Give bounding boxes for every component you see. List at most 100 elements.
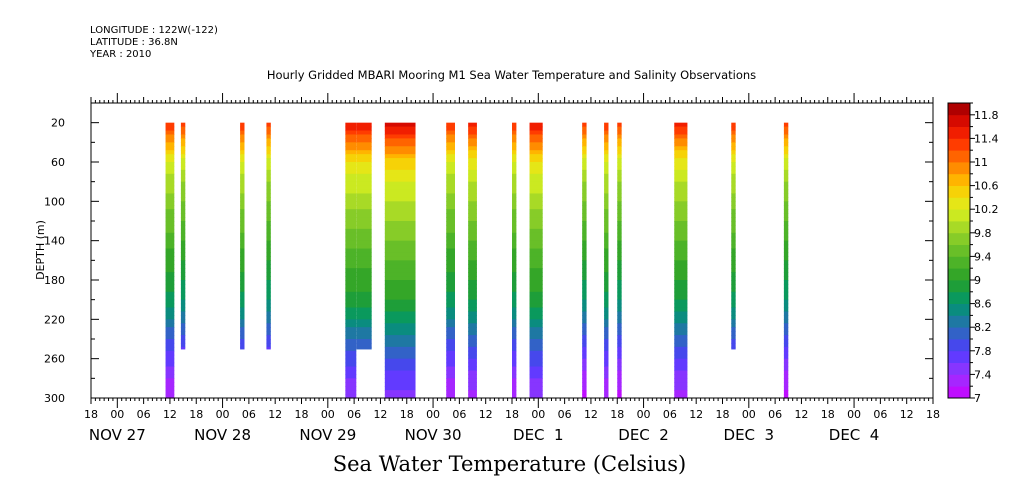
data-cell bbox=[384, 209, 416, 214]
data-cell bbox=[266, 252, 271, 257]
data-cell bbox=[165, 244, 175, 250]
data-cell bbox=[582, 366, 587, 372]
data-cell bbox=[384, 162, 416, 167]
data-cell bbox=[582, 232, 587, 238]
data-cell bbox=[512, 264, 517, 269]
data-cell bbox=[617, 311, 622, 316]
data-cell bbox=[783, 146, 789, 151]
data-cell bbox=[783, 162, 789, 167]
data-cell bbox=[512, 138, 517, 143]
data-cell bbox=[582, 358, 587, 364]
data-cell bbox=[617, 130, 622, 136]
data-cell bbox=[512, 327, 517, 332]
data-cell bbox=[731, 248, 736, 254]
data-cell bbox=[165, 350, 175, 356]
data-cell bbox=[582, 236, 587, 242]
data-cell bbox=[446, 252, 455, 257]
colorbar-bin bbox=[948, 374, 970, 387]
colorbar-bin bbox=[948, 256, 970, 269]
data-cell bbox=[582, 189, 587, 195]
data-cell bbox=[783, 201, 789, 206]
data-cell bbox=[529, 260, 543, 265]
data-cell bbox=[731, 280, 736, 285]
data-cell bbox=[731, 197, 736, 202]
colorbar-label: 9.4 bbox=[974, 250, 992, 263]
data-cell bbox=[266, 201, 271, 206]
data-cell bbox=[604, 213, 609, 218]
data-cell bbox=[165, 287, 175, 293]
data-cell bbox=[240, 236, 245, 242]
data-cell bbox=[731, 146, 736, 151]
data-cell bbox=[468, 323, 477, 328]
data-cell bbox=[731, 342, 736, 348]
data-cell bbox=[604, 256, 609, 261]
data-cell bbox=[384, 154, 416, 159]
data-cell bbox=[674, 264, 688, 269]
data-cell bbox=[356, 315, 372, 320]
data-cell bbox=[617, 354, 622, 360]
data-cell bbox=[345, 319, 357, 324]
x-hour-label: 06 bbox=[558, 408, 572, 421]
x-hour-label: 12 bbox=[163, 408, 177, 421]
data-cell bbox=[468, 236, 477, 242]
data-cell bbox=[446, 350, 455, 356]
data-cell bbox=[240, 213, 245, 218]
data-cell bbox=[674, 276, 688, 281]
data-cell bbox=[617, 158, 622, 163]
data-cell bbox=[165, 264, 175, 269]
data-cell bbox=[582, 335, 587, 340]
data-cell bbox=[731, 122, 736, 128]
data-cell bbox=[582, 209, 587, 214]
data-cell bbox=[468, 386, 477, 391]
data-cell bbox=[384, 299, 416, 305]
data-cell bbox=[582, 346, 587, 352]
data-cell bbox=[446, 327, 455, 332]
data-cell bbox=[617, 162, 622, 167]
data-segment bbox=[783, 122, 789, 399]
data-cell bbox=[356, 280, 372, 285]
data-cell bbox=[512, 122, 517, 128]
data-cell bbox=[529, 354, 543, 360]
data-cell bbox=[165, 280, 175, 285]
data-cell bbox=[345, 315, 357, 320]
data-cell bbox=[512, 374, 517, 379]
data-cell bbox=[165, 319, 175, 324]
data-cell bbox=[617, 307, 622, 313]
data-cell bbox=[529, 213, 543, 218]
data-cell bbox=[674, 244, 688, 250]
data-segment bbox=[529, 122, 543, 399]
data-cell bbox=[604, 173, 609, 179]
data-cell bbox=[345, 339, 357, 344]
data-cell bbox=[165, 366, 175, 372]
data-cell bbox=[783, 280, 789, 285]
data-cell bbox=[731, 134, 736, 139]
colorbar-label: 11.4 bbox=[974, 132, 999, 145]
data-cell bbox=[345, 390, 357, 395]
data-cell bbox=[266, 240, 271, 246]
data-cell bbox=[240, 146, 245, 151]
data-cell bbox=[783, 354, 789, 360]
data-cell bbox=[674, 295, 688, 301]
data-cell bbox=[674, 177, 688, 183]
data-cell bbox=[165, 307, 175, 313]
data-cell bbox=[345, 295, 357, 301]
data-cell bbox=[783, 236, 789, 242]
data-cell bbox=[165, 276, 175, 281]
data-segment bbox=[165, 122, 175, 399]
data-cell bbox=[356, 173, 372, 179]
data-cell bbox=[180, 185, 186, 191]
data-cell bbox=[356, 142, 372, 147]
data-cell bbox=[783, 331, 789, 336]
data-cell bbox=[783, 358, 789, 364]
data-cell bbox=[446, 197, 455, 202]
data-cell bbox=[582, 370, 587, 375]
data-cell bbox=[165, 217, 175, 222]
data-cell bbox=[512, 299, 517, 305]
data-cell bbox=[384, 311, 416, 316]
data-cell bbox=[345, 232, 357, 238]
data-cell bbox=[266, 327, 271, 332]
data-cell bbox=[731, 185, 736, 191]
data-cell bbox=[512, 193, 517, 198]
data-cell bbox=[240, 177, 245, 183]
data-cell bbox=[582, 394, 587, 399]
